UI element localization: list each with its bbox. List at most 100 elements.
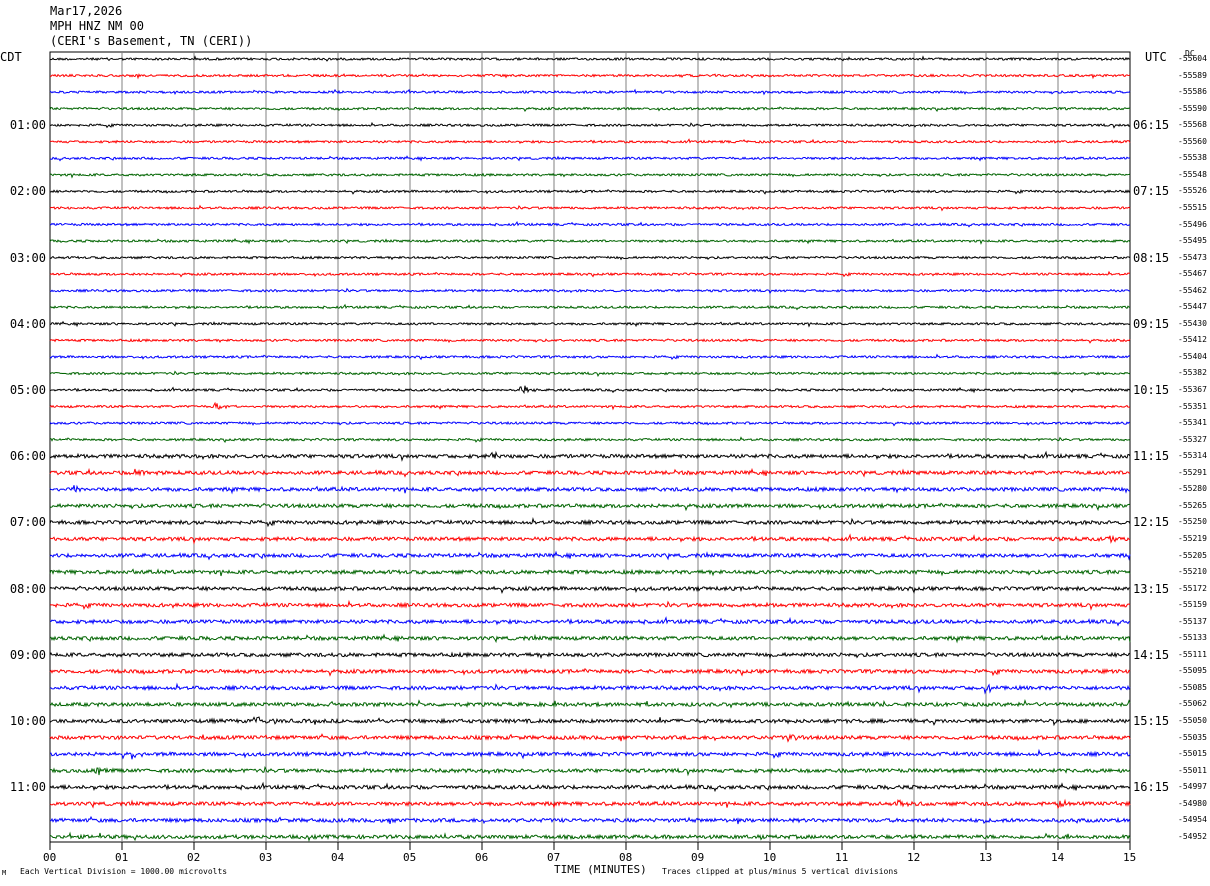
dc-header: DC bbox=[1185, 49, 1195, 58]
left-time-label: 02:00 bbox=[9, 184, 46, 199]
date-label: Mar17,2026 bbox=[50, 4, 123, 18]
dc-offset-value: -55447 bbox=[1178, 302, 1207, 312]
trace-row bbox=[49, 766, 1131, 777]
corner-mark: M bbox=[2, 869, 7, 877]
dc-offset-value: -55589 bbox=[1178, 70, 1207, 80]
trace-row bbox=[49, 716, 1131, 727]
dc-offset-value: -55291 bbox=[1178, 467, 1207, 477]
x-tick-label: 14 bbox=[1051, 851, 1065, 864]
seismic-traces bbox=[49, 55, 1131, 842]
dc-offset-value: -55314 bbox=[1178, 451, 1207, 461]
dc-offset-value: -55137 bbox=[1178, 616, 1207, 626]
left-time-label: 07:00 bbox=[9, 515, 46, 530]
x-tick-label: 05 bbox=[403, 851, 417, 864]
right-time-label: 13:15 bbox=[1133, 581, 1170, 596]
left-time-label: 11:00 bbox=[9, 780, 46, 795]
left-time-label: 03:00 bbox=[9, 250, 46, 265]
x-tick-label: 06 bbox=[475, 851, 489, 864]
right-timezone: UTC bbox=[1145, 50, 1167, 64]
trace-row bbox=[49, 585, 1131, 594]
trace-row bbox=[49, 121, 1131, 129]
dc-offset-value: -55050 bbox=[1178, 716, 1207, 725]
clip-note: Traces clipped at plus/minus 5 vertical … bbox=[662, 867, 899, 876]
trace-row bbox=[49, 667, 1131, 677]
right-time-label: 15:15 bbox=[1133, 714, 1170, 728]
station-label: MPH HNZ NM 00 bbox=[50, 19, 144, 33]
dc-offset-value: -55327 bbox=[1178, 434, 1207, 444]
right-time-label: 12:15 bbox=[1133, 515, 1170, 530]
dc-offset-value: -55011 bbox=[1178, 765, 1207, 775]
dc-offset-value: -55526 bbox=[1178, 186, 1207, 196]
right-time-label: 11:15 bbox=[1133, 449, 1170, 464]
dc-offset-value: -54997 bbox=[1178, 782, 1207, 792]
trace-row bbox=[49, 55, 1131, 62]
dc-offset-value: -55515 bbox=[1178, 202, 1207, 212]
left-time-label: 10:00 bbox=[9, 714, 46, 728]
x-tick-label: 04 bbox=[331, 851, 345, 864]
right-time-label: 10:15 bbox=[1133, 383, 1170, 397]
dc-offset-value: -55367 bbox=[1178, 385, 1207, 394]
trace-row bbox=[49, 353, 1131, 361]
x-tick-label: 03 bbox=[259, 851, 273, 864]
dc-offset-value: -55568 bbox=[1178, 120, 1207, 130]
dc-offset-value: -55210 bbox=[1178, 567, 1207, 577]
right-time-label: 08:15 bbox=[1133, 250, 1170, 265]
trace-row bbox=[49, 189, 1131, 195]
trace-row bbox=[49, 748, 1131, 760]
trace-row bbox=[49, 798, 1131, 810]
left-time-label: 06:00 bbox=[9, 449, 46, 464]
dc-offset-value: -55062 bbox=[1178, 699, 1207, 709]
trace-row bbox=[49, 420, 1131, 427]
x-axis-title: TIME (MINUTES) bbox=[554, 863, 647, 876]
dc-offset-value: -55035 bbox=[1178, 732, 1207, 742]
left-time-label: 05:00 bbox=[9, 383, 46, 397]
dc-offset-value: -55341 bbox=[1178, 418, 1207, 428]
dc-offset-value: -55473 bbox=[1178, 252, 1207, 262]
dc-offset-value: -55590 bbox=[1178, 103, 1207, 113]
trace-row bbox=[49, 385, 1131, 395]
x-tick-label: 09 bbox=[691, 851, 705, 864]
plot-grid bbox=[49, 51, 1131, 843]
trace-row bbox=[49, 533, 1131, 545]
x-tick-label: 07 bbox=[547, 851, 561, 864]
trace-row bbox=[49, 287, 1131, 295]
dc-offset-value: -55462 bbox=[1178, 285, 1207, 295]
dc-offset-value: -54952 bbox=[1178, 831, 1207, 841]
trace-row bbox=[49, 502, 1131, 512]
trace-row bbox=[49, 568, 1131, 577]
trace-row bbox=[49, 88, 1131, 96]
left-time-label: 08:00 bbox=[9, 581, 46, 596]
trace-row bbox=[49, 484, 1131, 495]
dc-offset-value: -55412 bbox=[1178, 335, 1207, 345]
dc-offset-value: -54954 bbox=[1178, 815, 1207, 825]
trace-row bbox=[49, 651, 1131, 660]
trace-row bbox=[49, 733, 1131, 743]
trace-row bbox=[49, 815, 1131, 825]
x-tick-label: 02 bbox=[187, 851, 201, 864]
x-tick-label: 13 bbox=[979, 851, 993, 864]
location-label: (CERI's Basement, TN (CERI)) bbox=[50, 34, 253, 48]
trace-row bbox=[49, 303, 1131, 311]
x-tick-label: 00 bbox=[43, 851, 57, 864]
x-axis-ticks bbox=[49, 842, 1131, 850]
dc-offset-value: -55351 bbox=[1178, 401, 1207, 411]
x-tick-label: 08 bbox=[619, 851, 633, 864]
right-time-label: 07:15 bbox=[1133, 184, 1170, 199]
trace-row bbox=[49, 467, 1131, 478]
left-time-label: 01:00 bbox=[9, 118, 46, 133]
dc-offset-value: -55250 bbox=[1178, 517, 1207, 527]
trace-row bbox=[49, 599, 1131, 611]
dc-offset-value: -55586 bbox=[1178, 87, 1207, 97]
trace-row bbox=[49, 73, 1131, 80]
left-time-label: 09:00 bbox=[9, 647, 46, 662]
dc-offset-value: -55095 bbox=[1178, 666, 1207, 676]
trace-row bbox=[49, 338, 1131, 344]
right-time-label: 09:15 bbox=[1133, 316, 1170, 331]
dc-offset-value: -54980 bbox=[1178, 798, 1207, 808]
dc-offset-value: -55280 bbox=[1178, 484, 1207, 494]
dc-offset-value: -55172 bbox=[1178, 583, 1207, 593]
trace-row bbox=[49, 781, 1131, 793]
trace-row bbox=[49, 517, 1131, 528]
trace-row bbox=[49, 270, 1131, 278]
